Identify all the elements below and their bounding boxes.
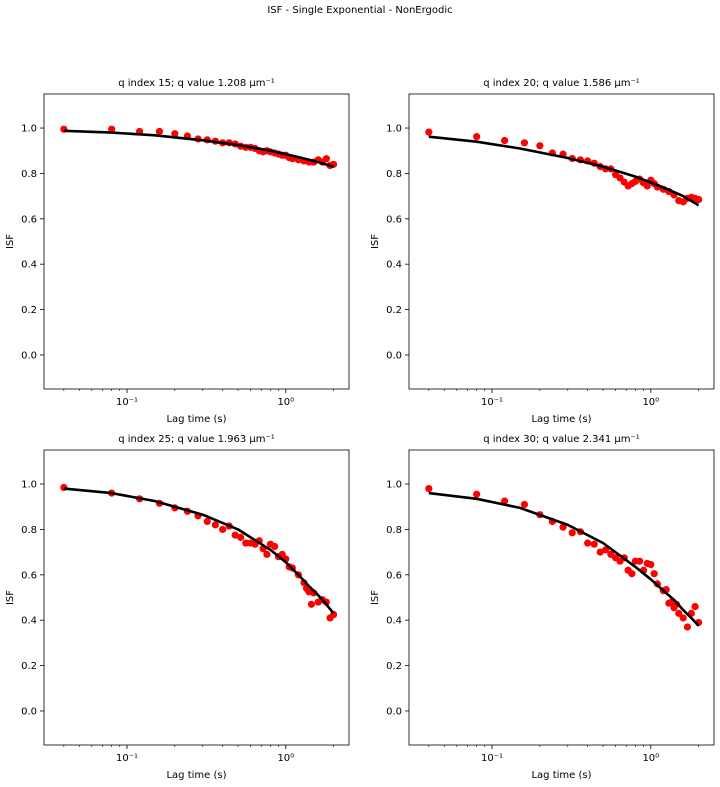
data-point (219, 525, 227, 534)
y-tick-label: 0.4 (386, 616, 402, 627)
data-point (500, 136, 509, 145)
axes-frame (408, 449, 715, 746)
y-tick-label: 0.6 (21, 570, 37, 581)
data-point (602, 546, 610, 554)
data-point (584, 539, 592, 547)
x-tick-label: 10⁻¹ (116, 753, 138, 764)
data-point (500, 497, 509, 505)
y-tick-label: 0.2 (386, 305, 402, 316)
fit-line (63, 129, 334, 168)
data-point (108, 125, 116, 133)
x-tick-label: 10⁻¹ (481, 397, 503, 408)
y-tick-label: 0.4 (21, 616, 37, 627)
subplot-q20: q index 20; q value 1.586 μm⁻¹ 0.0 0.2 0.4 0… (370, 78, 715, 425)
x-tick-label: 10⁰ (642, 753, 659, 764)
subplot-q15: q index 15; q value 1.208 μm⁻¹ 0.0 0.2 0.4 0… (5, 78, 350, 425)
y-axis-label: ISF (5, 234, 16, 249)
fit-line (428, 491, 700, 627)
y-tick-label: 0.8 (21, 169, 37, 180)
data-point (695, 195, 703, 204)
data-point (647, 560, 655, 569)
x-axis-label: Lag time (s) (531, 414, 591, 425)
x-tick-label: 10⁰ (277, 397, 294, 408)
plot-title: q index 15; q value 1.208 μm⁻¹ (118, 78, 275, 89)
y-tick-label: 0.8 (386, 169, 402, 180)
data-point (263, 550, 271, 558)
data-point (568, 529, 576, 537)
fit-line (428, 135, 700, 207)
data-point (675, 609, 683, 617)
x-tick-label: 10⁻¹ (481, 753, 503, 764)
y-tick-label: 1.0 (386, 124, 402, 135)
data-point (650, 570, 658, 578)
data-point (520, 139, 529, 147)
data-point (520, 500, 529, 509)
x-axis-label: Lag time (s) (166, 770, 226, 781)
plot-title: q index 20; q value 1.586 μm⁻¹ (483, 78, 640, 89)
y-tick-label: 0.6 (386, 570, 402, 581)
y-tick-label: 0.0 (386, 706, 402, 717)
x-tick-label: 10⁻¹ (116, 397, 138, 408)
figure-suptitle: ISF - Single Exponential - NonErgodic (267, 5, 453, 16)
y-tick-label: 0.4 (21, 260, 37, 271)
y-axis-label: ISF (370, 590, 381, 605)
data-point (679, 614, 687, 622)
y-tick-label: 0.0 (21, 350, 37, 361)
y-axis-label: ISF (370, 234, 381, 249)
y-tick-label: 1.0 (386, 480, 402, 491)
data-point (590, 540, 598, 548)
y-tick-label: 0.2 (21, 305, 37, 316)
subplot-q25: q index 25; q value 1.963 μm⁻¹ 0.0 0.2 0.4 0… (5, 434, 350, 781)
y-tick-label: 0.2 (21, 661, 37, 672)
data-point (628, 570, 636, 578)
x-tick-label: 10⁰ (277, 753, 294, 764)
subplot-q30: q index 30; q value 2.341 μm⁻¹ 0.0 0.2 0.4 0… (370, 434, 715, 781)
data-point (203, 517, 211, 526)
y-tick-label: 0.0 (386, 350, 402, 361)
y-tick-label: 0.0 (21, 706, 37, 717)
y-tick-label: 0.6 (386, 214, 402, 225)
data-point (231, 531, 239, 539)
data-point (636, 557, 644, 565)
y-tick-label: 0.8 (386, 525, 402, 536)
data-point (559, 523, 567, 531)
data-point (171, 130, 179, 138)
x-tick-label: 10⁰ (642, 397, 659, 408)
axes-frame (43, 93, 350, 390)
data-point (643, 182, 651, 190)
data-point (536, 142, 544, 150)
data-point (271, 542, 279, 551)
data-point (307, 600, 316, 608)
y-tick-label: 1.0 (21, 480, 37, 491)
x-axis-label: Lag time (s) (166, 414, 226, 425)
data-point (473, 490, 481, 498)
y-tick-label: 0.2 (386, 661, 402, 672)
y-tick-label: 0.6 (21, 214, 37, 225)
data-point (683, 623, 692, 631)
data-point (155, 127, 164, 136)
data-point (691, 602, 699, 611)
x-axis-label: Lag time (s) (531, 770, 591, 781)
y-tick-label: 1.0 (21, 124, 37, 135)
axes-frame (408, 93, 715, 390)
axes-frame (43, 449, 350, 746)
y-tick-label: 0.8 (21, 525, 37, 536)
data-point (425, 128, 433, 136)
data-point (596, 548, 604, 556)
data-point (473, 133, 481, 141)
y-axis-label: ISF (5, 590, 16, 605)
data-point (425, 484, 433, 493)
data-point (322, 155, 330, 163)
plot-title: q index 25; q value 1.963 μm⁻¹ (118, 434, 275, 445)
data-point (211, 521, 219, 529)
plot-title: q index 30; q value 2.341 μm⁻¹ (483, 434, 640, 445)
y-tick-label: 0.4 (386, 260, 402, 271)
fit-line (63, 487, 335, 615)
data-point (237, 533, 245, 541)
